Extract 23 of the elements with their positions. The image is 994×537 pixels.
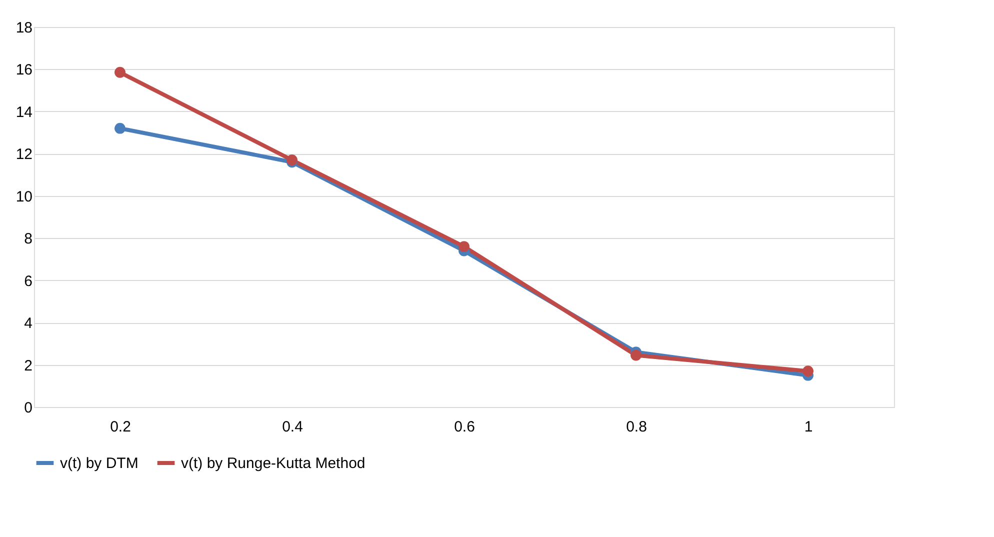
y-tick-label: 8	[24, 230, 32, 248]
x-tick-label: 1	[804, 418, 813, 436]
point	[286, 154, 298, 166]
legend-label: v(t) by DTM	[60, 455, 138, 472]
point	[458, 241, 470, 252]
x-tick-label: 0.6	[454, 418, 475, 436]
point	[802, 366, 814, 377]
y-tick-label: 0	[24, 400, 32, 416]
point	[114, 66, 126, 78]
y-tick-label: 10	[16, 188, 32, 206]
x-tick-label: 0.2	[110, 418, 131, 436]
x-tick-label: 0.8	[626, 418, 647, 436]
y-tick-label: 4	[24, 315, 32, 332]
point	[114, 122, 126, 134]
y-tick-label: 16	[16, 62, 32, 79]
y-tick-label: 14	[16, 104, 32, 121]
y-tick-label: 2	[24, 357, 32, 374]
x-tick-label: 0.4	[282, 418, 303, 436]
y-tick-label: 12	[16, 146, 32, 164]
y-tick-label: 6	[24, 272, 32, 290]
legend-label: v(t) by Runge-Kutta Method	[181, 455, 366, 472]
point	[630, 350, 642, 361]
y-tick-label: 18	[16, 20, 32, 36]
